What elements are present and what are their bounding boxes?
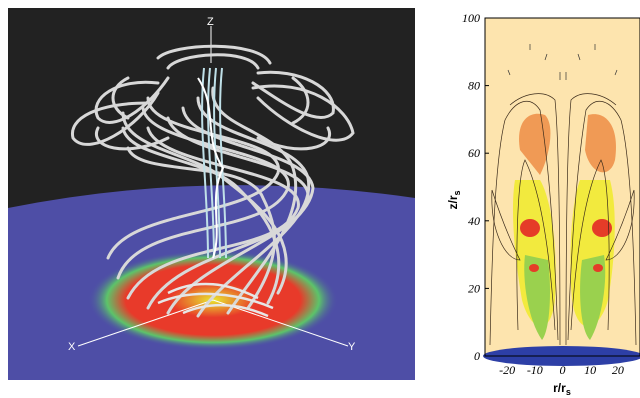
field-regions <box>483 113 640 366</box>
central-core-tube <box>197 67 227 259</box>
contour-lines <box>489 93 637 346</box>
x-tick-label: -10 <box>527 363 543 377</box>
red-spot-right <box>592 219 612 237</box>
y-axis-line <box>212 299 349 347</box>
y-axis-title-sub: s <box>452 190 462 195</box>
footpoint-strands <box>157 282 274 318</box>
y-tick-label: 40 <box>468 214 480 228</box>
y-tick-label: 100 <box>462 11 480 25</box>
x-tick-label: 0 <box>560 363 566 377</box>
x-tick-label: 10 <box>584 363 596 377</box>
y-axis-ticks: 0 20 40 60 80 100 <box>462 11 489 363</box>
y-tick-label: 80 <box>468 79 480 93</box>
orange-region-right <box>585 114 616 173</box>
velocity-arrows <box>507 44 618 80</box>
y-axis-label: Y <box>348 341 356 353</box>
red-spot-left-low <box>529 264 539 272</box>
flux-tubes <box>70 44 355 318</box>
green-region-left <box>524 255 550 340</box>
plot-background <box>485 18 640 356</box>
y-tick-label: 20 <box>468 281 480 295</box>
x-axis-title-sub: s <box>566 387 571 397</box>
x-tick-label: 20 <box>612 363 624 377</box>
y-axis-title: z/rs <box>446 190 462 209</box>
green-region-right <box>580 255 606 340</box>
plot-frame <box>484 17 640 357</box>
plot-area <box>483 17 640 366</box>
red-spot-left <box>520 219 540 237</box>
x-axis-label: X <box>68 341 76 353</box>
y-tick-label: 60 <box>468 146 480 160</box>
x-axis-title: r/rs <box>553 381 571 397</box>
x-axis-line <box>77 299 214 347</box>
red-spot-right-low <box>593 264 603 272</box>
y-axis-title-base: z/r <box>446 195 460 209</box>
x-axis-title-base: r/r <box>553 381 566 395</box>
x-tick-label: -20 <box>499 363 515 377</box>
flux-tube-rendering: Z X Y <box>8 8 415 380</box>
x-axis-ticks: -20 -10 0 10 20 <box>499 363 624 377</box>
z-axis-label: Z <box>207 16 214 28</box>
y-tick-label: 0 <box>474 349 480 363</box>
